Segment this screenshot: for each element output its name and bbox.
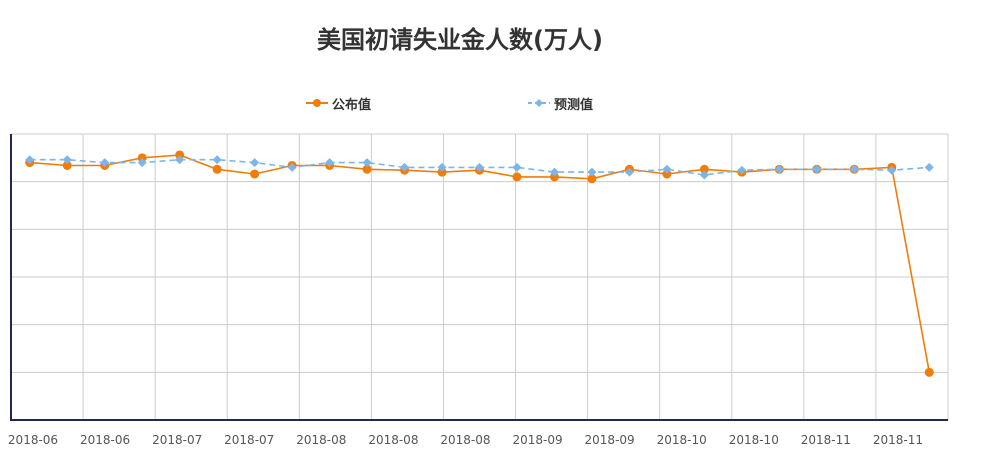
x-tick-label: 2018-10 [729, 433, 779, 447]
data-point [325, 158, 335, 168]
x-tick-label: 2018-06 [8, 433, 58, 447]
x-tick-label: 2018-08 [296, 433, 346, 447]
x-tick-label: 2018-06 [80, 433, 130, 447]
data-point [137, 153, 147, 163]
data-point [475, 162, 484, 172]
data-point [774, 164, 784, 174]
chart-title: 美国初请失业金人数(万人) [317, 26, 603, 54]
data-point [587, 167, 597, 177]
data-point [812, 164, 822, 174]
data-point [662, 164, 672, 174]
legend-item-published[interactable]: 公布值 [306, 93, 371, 113]
data-point [250, 158, 260, 168]
data-point [662, 169, 672, 179]
data-point [587, 174, 597, 184]
x-tick-label: 2018-07 [224, 433, 274, 447]
x-tick-label: 2018-08 [440, 433, 490, 447]
data-point [437, 162, 447, 172]
data-point [849, 164, 859, 174]
data-point [212, 164, 222, 174]
data-point [924, 367, 934, 377]
legend-circle-icon [306, 99, 328, 107]
data-point [699, 164, 709, 174]
data-point [400, 162, 410, 172]
data-point [549, 172, 559, 182]
data-point [699, 170, 709, 180]
data-point [175, 150, 185, 160]
data-point [62, 155, 72, 165]
x-tick-label: 2018-09 [512, 433, 562, 447]
x-tick-label: 2018-10 [657, 433, 707, 447]
data-point [362, 164, 372, 174]
x-tick-label: 2018-07 [152, 433, 202, 447]
data-point [624, 167, 634, 177]
data-point [287, 162, 297, 172]
data-point [887, 165, 897, 175]
legend-item-forecast[interactable]: 预测值 [528, 93, 593, 113]
data-point [212, 155, 222, 165]
data-point [100, 158, 110, 168]
legend-label-published: 公布值 [332, 97, 372, 113]
x-tick-label: 2018-08 [368, 433, 418, 447]
data-point [737, 165, 747, 175]
data-point [924, 162, 934, 172]
x-tick-label: 2018-11 [801, 433, 851, 447]
x-tick-label: 2018-11 [873, 433, 923, 447]
data-point [62, 160, 72, 170]
data-point [362, 158, 372, 168]
legend-label-forecast: 预测值 [554, 97, 594, 113]
data-point [437, 167, 447, 177]
data-point [549, 167, 559, 177]
x-tick-label: 2018-09 [585, 433, 635, 447]
data-point [175, 155, 185, 165]
legend-diamond-icon [528, 99, 550, 107]
data-point [512, 162, 522, 172]
data-point [250, 169, 260, 179]
series-line-published [29, 154, 931, 373]
data-point [137, 158, 147, 168]
data-point [512, 172, 522, 182]
data-point [25, 155, 35, 165]
